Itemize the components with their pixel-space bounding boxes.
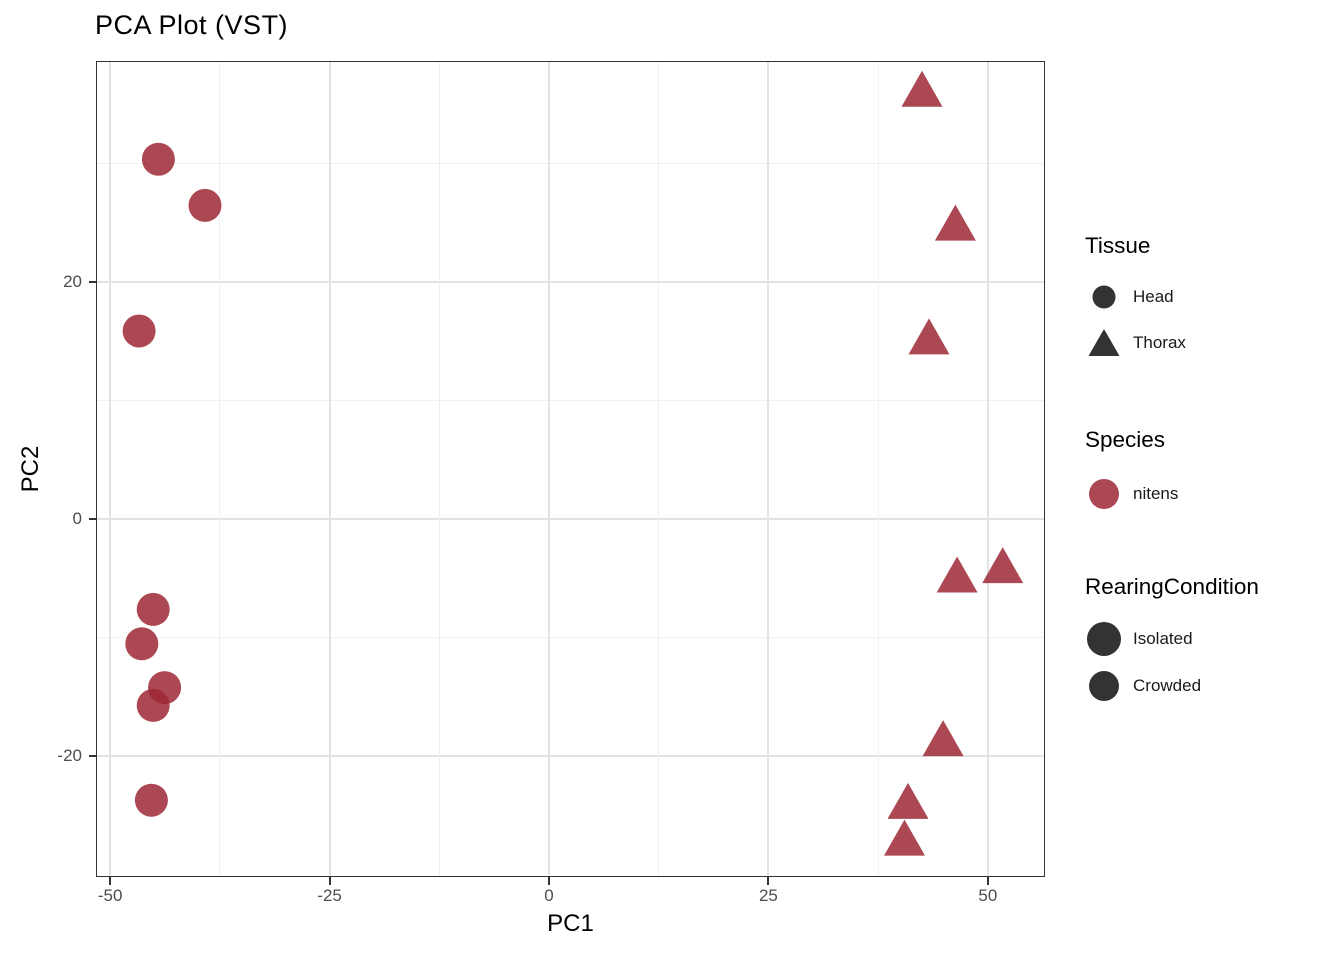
gridline-major [547, 62, 550, 876]
legend-item-nitens: nitens [1085, 468, 1343, 520]
gridline-major [97, 518, 1044, 521]
y-tick-label: 0 [72, 509, 82, 529]
head-circle-icon [1085, 278, 1123, 316]
legend-group-tissue: Tissue Head Thorax [1085, 232, 1343, 366]
point-thorax-triangle [908, 318, 950, 355]
legend-item-crowded: Crowded [1085, 663, 1343, 709]
x-tick-label: -50 [97, 886, 123, 905]
gridline-minor [438, 62, 440, 876]
gridline-major [986, 62, 989, 876]
legend-label-nitens: nitens [1133, 484, 1179, 503]
point-thorax-triangle [936, 556, 978, 593]
y-tick-label: -20 [57, 746, 82, 766]
gridline-major [767, 62, 770, 876]
legend-label-isolated: Isolated [1133, 629, 1193, 648]
x-tick-mark [986, 877, 989, 885]
point-head-circle [136, 592, 170, 626]
point-thorax-triangle [901, 70, 943, 107]
point-thorax-triangle [982, 547, 1024, 584]
point-thorax-triangle [887, 782, 929, 819]
plot-panel [96, 61, 1045, 877]
y-axis-title: PC2 [17, 445, 44, 493]
point-head-circle [141, 142, 175, 176]
scatter-points [122, 70, 1024, 856]
x-axis-title: PC1 [547, 910, 594, 937]
point-head-circle [136, 688, 170, 722]
x-tick-label: 25 [758, 886, 778, 905]
point-head-circle [134, 783, 168, 817]
legend-item-thorax: Thorax [1085, 320, 1343, 366]
x-tick-label: 0 [544, 886, 554, 905]
legend-title-tissue: Tissue [1085, 233, 1151, 258]
y-tick-label: 20 [63, 272, 82, 292]
gridline-minor [97, 637, 1044, 639]
point-head-circle [125, 627, 159, 661]
legend-item-isolated: Isolated [1085, 615, 1343, 663]
legend-label-head: Head [1133, 287, 1174, 306]
gridline-minor [97, 163, 1044, 165]
legend: Tissue Head Thorax Species [1085, 232, 1343, 709]
point-thorax-triangle [922, 720, 964, 757]
gridline-major [97, 281, 1044, 284]
legend-item-head: Head [1085, 274, 1343, 320]
gridline-major [97, 755, 1044, 758]
gridline-minor [219, 62, 221, 876]
x-tick-mark [547, 877, 550, 885]
point-head-circle [122, 314, 156, 348]
x-tick-label: -25 [317, 886, 342, 905]
gridline-major [109, 62, 112, 876]
thorax-triangle-icon [1085, 324, 1123, 362]
point-thorax-triangle [884, 819, 925, 856]
x-tick-mark [328, 877, 331, 885]
gridline-minor [97, 400, 1044, 402]
gridline-major [328, 62, 331, 876]
legend-label-thorax: Thorax [1133, 333, 1186, 352]
y-tick-mark [89, 518, 97, 521]
legend-group-rearing-condition: RearingCondition Isolated Crowded [1085, 573, 1343, 709]
x-tick-label: 50 [978, 886, 998, 905]
nitens-circle-icon [1085, 475, 1123, 513]
x-tick-mark [767, 877, 770, 885]
legend-title-rearing-condition: RearingCondition [1085, 574, 1259, 599]
legend-title-species: Species [1085, 427, 1166, 452]
legend-label-crowded: Crowded [1133, 676, 1202, 695]
point-head-circle [188, 188, 222, 222]
point-thorax-triangle [934, 204, 976, 241]
y-tick-mark [89, 755, 97, 758]
x-tick-mark [109, 877, 112, 885]
legend-group-species: Species nitens [1085, 426, 1343, 520]
chart-title: PCA Plot (VST) [95, 10, 289, 40]
isolated-circle-icon [1085, 620, 1123, 658]
y-tick-mark [89, 281, 97, 284]
gridline-minor [877, 62, 879, 876]
crowded-circle-icon [1085, 667, 1123, 705]
gridline-minor [658, 62, 660, 876]
